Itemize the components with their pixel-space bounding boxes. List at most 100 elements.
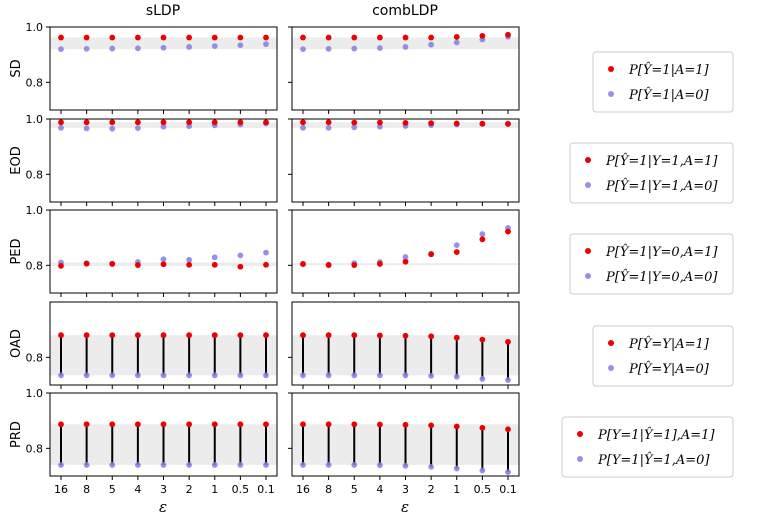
point-a1-sd-sldp-4 <box>160 34 167 41</box>
legend-marker-ped-1 <box>585 273 591 279</box>
point-a1-eod-sldp-0 <box>58 119 64 126</box>
panel-prd-sldp: 1.0 0.8 16 8 5 4 3 2 1 0.5 0.1 PRD <box>9 387 278 496</box>
point-a1-eod-sldp-1 <box>83 119 90 126</box>
point-a1-prd-combldp-8 <box>505 426 511 433</box>
y-tick-label-prd-sldp-0-8: 0.8 <box>26 442 44 455</box>
point-a1-oad-combldp-8 <box>505 338 511 345</box>
point-a1-sd-sldp-1 <box>83 34 90 41</box>
legend-sd: P[Ŷ=1|A=1] P[Ŷ=1|A=0] <box>592 51 734 113</box>
x-tick-label-prd-sldp-4: 3 <box>160 483 167 496</box>
row-label-eod: EOD <box>9 146 24 174</box>
point-a1-ped-combldp-8 <box>505 228 511 235</box>
point-a0-sd-combldp-1 <box>325 45 332 52</box>
point-a1-ped-combldp-2 <box>351 262 358 268</box>
point-a0-oad-sldp-3 <box>134 372 141 379</box>
x-tick-label-prd-combldp-8: 0.1 <box>499 483 517 496</box>
point-a1-sd-sldp-0 <box>58 34 64 41</box>
point-a1-prd-sldp-4 <box>160 421 167 428</box>
point-a1-eod-sldp-8 <box>263 119 269 126</box>
x-tick-label-prd-combldp-0: 16 <box>296 483 310 496</box>
point-a1-sd-combldp-6 <box>453 34 460 40</box>
point-a0-prd-combldp-7 <box>479 467 486 474</box>
point-a0-sd-combldp-0 <box>300 46 306 53</box>
legend-marker-eod-0 <box>585 157 591 163</box>
point-a1-sd-combldp-4 <box>402 34 409 41</box>
point-a1-sd-combldp-8 <box>505 31 511 38</box>
x-tick-label-prd-sldp-0: 16 <box>54 483 68 496</box>
point-a1-oad-combldp-5 <box>428 333 435 340</box>
point-a0-prd-combldp-6 <box>453 465 460 472</box>
legend-box-ped <box>569 233 734 295</box>
point-a1-prd-sldp-3 <box>134 421 141 428</box>
point-a1-prd-combldp-1 <box>325 421 332 428</box>
point-a0-oad-combldp-4 <box>402 372 409 379</box>
point-a0-ped-combldp-6 <box>453 242 460 249</box>
point-a1-sd-sldp-3 <box>134 34 141 41</box>
point-a1-ped-sldp-8 <box>263 261 269 268</box>
row-label-sd: SD <box>9 59 24 77</box>
legend-label-sd-0: P[Ŷ=1|A=1] <box>628 62 709 78</box>
point-a1-prd-combldp-3 <box>376 421 383 428</box>
x-tick-label-prd-combldp-7: 0.5 <box>474 483 492 496</box>
point-a1-sd-sldp-7 <box>237 34 244 41</box>
point-a0-oad-combldp-7 <box>479 376 486 382</box>
point-a1-ped-combldp-6 <box>453 249 460 255</box>
point-a0-prd-sldp-3 <box>134 462 141 468</box>
point-a0-oad-sldp-6 <box>211 372 218 379</box>
point-a1-prd-combldp-4 <box>402 421 409 428</box>
panel-frame-eod-sldp <box>49 118 278 203</box>
point-a0-prd-combldp-8 <box>505 469 511 476</box>
legend-eod: P[Ŷ=1|Y=1,A=1] P[Ŷ=1|Y=1,A=0] <box>569 142 734 204</box>
point-a1-sd-sldp-5 <box>186 34 193 41</box>
point-a1-prd-combldp-5 <box>428 422 435 429</box>
point-a0-eod-sldp-0 <box>58 124 64 131</box>
point-a0-prd-sldp-8 <box>263 462 269 468</box>
point-a1-oad-sldp-0 <box>58 332 64 339</box>
point-a0-ped-combldp-4 <box>402 254 409 260</box>
point-a0-eod-sldp-4 <box>160 123 167 130</box>
point-a0-prd-combldp-5 <box>428 463 435 470</box>
legend-box-oad <box>592 325 734 387</box>
x-tick-label-prd-sldp-7: 0.5 <box>232 483 250 496</box>
point-a1-sd-combldp-0 <box>300 34 306 41</box>
point-a1-oad-combldp-3 <box>376 332 383 339</box>
point-a1-prd-combldp-6 <box>453 423 460 430</box>
point-a0-ped-sldp-4 <box>160 256 167 263</box>
x-tick-label-prd-sldp-8: 0.1 <box>257 483 275 496</box>
point-a1-sd-sldp-2 <box>109 34 116 41</box>
point-a1-eod-combldp-2 <box>351 119 358 126</box>
point-a1-prd-sldp-2 <box>109 421 116 428</box>
y-tick-label-sd-sldp-0-8: 0.8 <box>26 76 44 89</box>
point-a0-prd-sldp-1 <box>83 462 90 468</box>
panel-frame-ped-sldp <box>49 209 278 294</box>
row-label-ped: PED <box>9 238 24 264</box>
point-a1-sd-combldp-1 <box>325 34 332 41</box>
point-a0-eod-combldp-1 <box>325 124 332 131</box>
point-a0-oad-combldp-8 <box>505 377 511 383</box>
point-a1-oad-combldp-7 <box>479 336 486 343</box>
legend-marker-eod-1 <box>585 182 591 188</box>
legend-label-eod-1: P[Ŷ=1|Y=1,A=0] <box>605 178 718 194</box>
point-a1-prd-combldp-7 <box>479 424 486 431</box>
y-tick-label-oad-sldp-0-8: 0.8 <box>26 351 44 364</box>
point-a1-ped-sldp-2 <box>109 261 116 267</box>
point-a1-prd-combldp-2 <box>351 421 358 428</box>
point-a1-oad-combldp-2 <box>351 332 358 339</box>
point-a0-oad-sldp-0 <box>58 372 64 379</box>
reference-band-sd-sldp <box>50 37 277 50</box>
col-title-sldp: sLDP <box>146 3 180 19</box>
legends: P[Ŷ=1|A=1]P[Ŷ=1|A=0] P[Ŷ=1|Y=1,A=1]P[Ŷ=1|… <box>561 51 734 478</box>
point-a1-prd-sldp-1 <box>83 421 90 428</box>
point-a1-oad-sldp-5 <box>186 332 193 339</box>
point-a0-sd-sldp-8 <box>263 41 269 48</box>
point-a0-prd-combldp-4 <box>402 462 409 469</box>
point-a1-ped-sldp-5 <box>186 261 193 268</box>
point-a1-eod-combldp-7 <box>479 120 486 127</box>
point-a0-ped-combldp-7 <box>479 231 486 237</box>
point-a0-sd-combldp-2 <box>351 45 358 52</box>
legend-label-oad-1: P[Ŷ=Y|A=0] <box>628 361 710 377</box>
point-a1-oad-sldp-2 <box>109 332 116 339</box>
panels: 1.00.8SD1.00.8EOD1.00.8PED0.8OAD1.00.816… <box>9 21 520 496</box>
legend-marker-sd-0 <box>608 66 614 72</box>
